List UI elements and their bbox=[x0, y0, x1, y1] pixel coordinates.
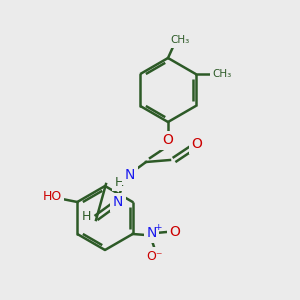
Text: N: N bbox=[146, 226, 157, 240]
Text: N: N bbox=[113, 195, 123, 209]
Text: O: O bbox=[163, 133, 173, 147]
Text: N: N bbox=[125, 168, 135, 182]
Text: H: H bbox=[114, 176, 124, 188]
Text: H: H bbox=[81, 209, 91, 223]
Text: O: O bbox=[169, 225, 180, 239]
Text: +: + bbox=[154, 224, 161, 232]
Text: CH₃: CH₃ bbox=[212, 69, 231, 79]
Text: O⁻: O⁻ bbox=[146, 250, 163, 262]
Text: O: O bbox=[192, 137, 203, 151]
Text: HO: HO bbox=[43, 190, 62, 202]
Text: CH₃: CH₃ bbox=[170, 35, 190, 45]
